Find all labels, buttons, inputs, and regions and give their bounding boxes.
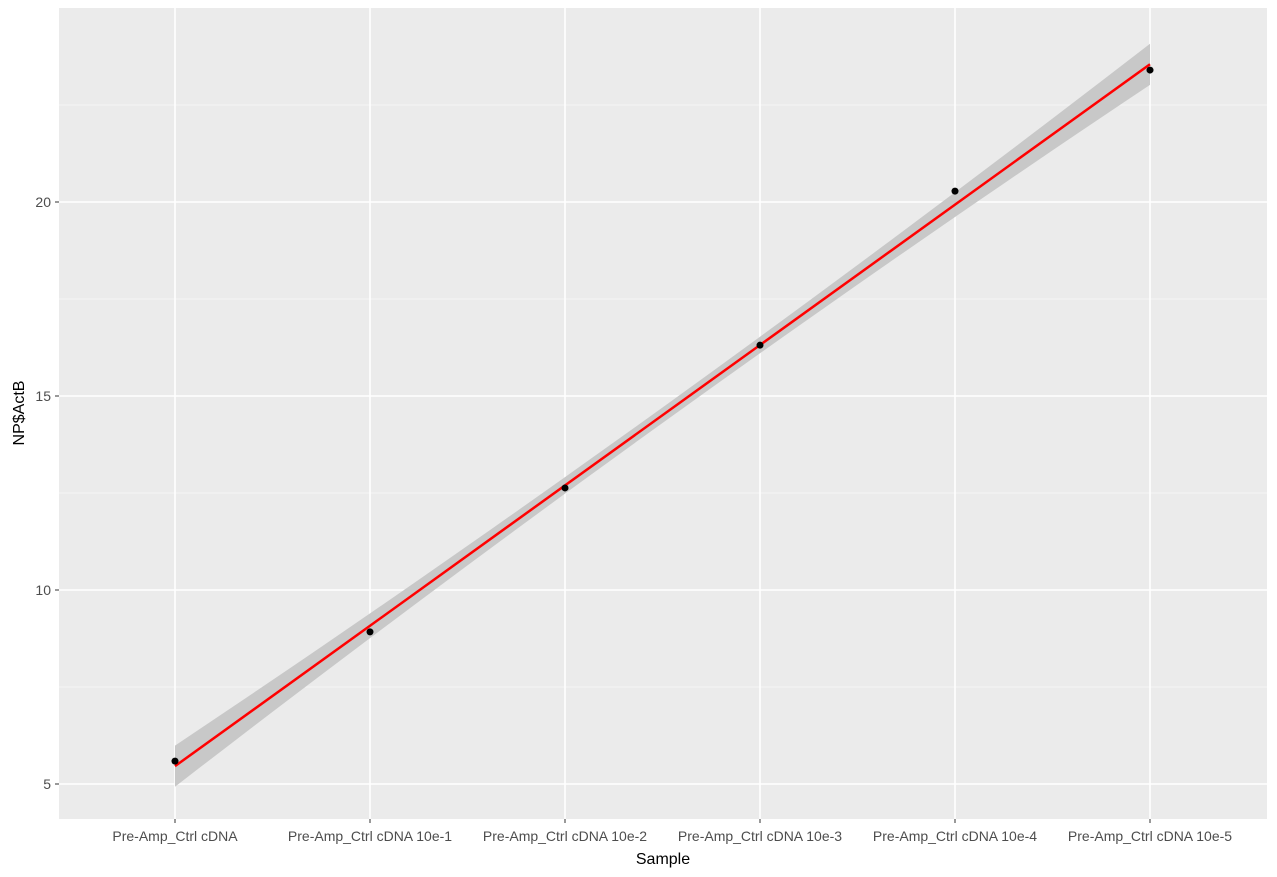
x-tick-label: Pre-Amp_Ctrl cDNA 10e-1	[288, 828, 452, 844]
y-tick-label: 10	[35, 582, 51, 598]
x-tick-label: Pre-Amp_Ctrl cDNA 10e-4	[873, 828, 1037, 844]
x-tick-label: Pre-Amp_Ctrl cDNA 10e-3	[678, 828, 842, 844]
data-point	[171, 757, 179, 765]
y-axis-title: NP$ActB	[11, 381, 28, 446]
y-tick-label: 15	[35, 388, 51, 404]
x-axis-title: Sample	[636, 851, 690, 868]
y-tick-label: 20	[35, 194, 51, 210]
data-point	[1146, 66, 1154, 74]
x-tick-label: Pre-Amp_Ctrl cDNA	[112, 828, 238, 844]
x-tick-label: Pre-Amp_Ctrl cDNA 10e-5	[1068, 828, 1232, 844]
fit-line	[174, 63, 1151, 768]
data-point	[756, 341, 764, 349]
y-tick-label: 5	[43, 776, 51, 792]
data-point	[561, 484, 569, 492]
data-point	[366, 628, 374, 636]
data-point	[951, 187, 959, 195]
x-tick-label: Pre-Amp_Ctrl cDNA 10e-2	[483, 828, 647, 844]
